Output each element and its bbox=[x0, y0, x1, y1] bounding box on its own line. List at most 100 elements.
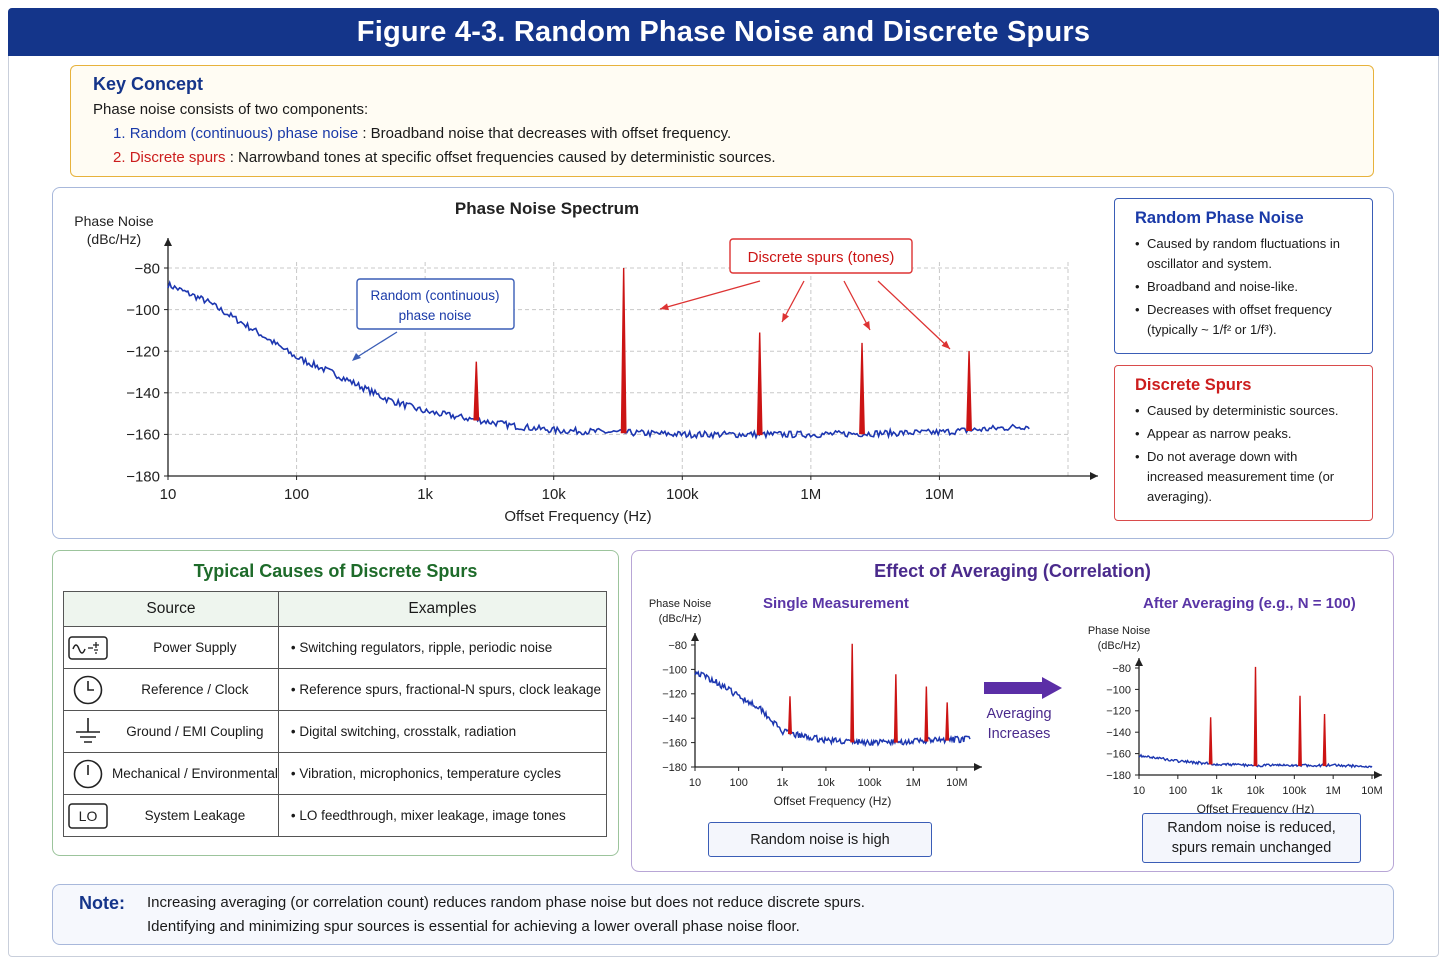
noise-annotation-pointer bbox=[353, 331, 398, 360]
spur-peak bbox=[756, 332, 763, 436]
y-tick-label: −100 bbox=[662, 664, 687, 676]
y-tick-label: −160 bbox=[1106, 748, 1131, 760]
source-name: Reference / Clock bbox=[141, 682, 249, 697]
y-tick-label: −180 bbox=[126, 468, 160, 485]
discrete-spurs-point: Caused by deterministic sources. bbox=[1135, 401, 1356, 421]
lo-icon: LO bbox=[64, 802, 112, 829]
key-item-term: Discrete spurs bbox=[129, 149, 226, 166]
spur-annotation-pointer bbox=[877, 280, 951, 350]
power-supply-icon bbox=[64, 635, 112, 660]
y-tick-label: −140 bbox=[1106, 727, 1131, 739]
x-tick-label: 10M bbox=[925, 486, 954, 503]
spur-annotation-pointer bbox=[843, 280, 871, 331]
source-example: Switching regulators, ripple, periodic n… bbox=[277, 626, 608, 669]
x-tick-label: 100 bbox=[284, 486, 309, 503]
source-example: Vibration, microphonics, temperature cyc… bbox=[277, 752, 608, 795]
key-concept-box: Key Concept Phase noise consists of two … bbox=[70, 65, 1374, 177]
causes-table: Source Examples Power Supply Switching r… bbox=[63, 591, 608, 837]
causes-title: Typical Causes of Discrete Spurs bbox=[193, 561, 478, 581]
y-tick-label: −80 bbox=[668, 640, 687, 652]
y-tick-label: −140 bbox=[126, 385, 160, 402]
spur-annotation-pointer bbox=[659, 280, 761, 310]
y-tick-label: −120 bbox=[1106, 706, 1131, 718]
x-tick-label: 1k bbox=[417, 486, 433, 503]
x-tick-label: 100k bbox=[666, 486, 699, 503]
x-axis-arrow bbox=[1374, 771, 1382, 779]
x-tick-label: 10k bbox=[1247, 785, 1265, 797]
spur-annotation-arrowhead bbox=[782, 313, 790, 322]
source-name: System Leakage bbox=[144, 808, 246, 823]
spur-peak bbox=[620, 267, 627, 434]
discrete-spurs-box: Discrete Spurs Caused by deterministic s… bbox=[1114, 365, 1373, 521]
y-tick-label: −80 bbox=[135, 260, 160, 277]
spur-peak bbox=[924, 686, 929, 742]
y-tick-label: −180 bbox=[662, 762, 687, 774]
clock-icon bbox=[64, 674, 112, 706]
key-item-term: Random (continuous) phase noise bbox=[129, 125, 359, 142]
after-result-box: Random noise is reduced, spurs remain un… bbox=[1142, 813, 1361, 863]
noise-annotation-arrowhead bbox=[352, 353, 361, 361]
x-tick-label: 10 bbox=[689, 777, 701, 789]
y-tick-label: −160 bbox=[126, 427, 160, 444]
noise-curve bbox=[167, 279, 1030, 440]
spur-peak bbox=[893, 674, 898, 743]
key-item-number: 2. bbox=[113, 149, 126, 166]
after-averaging-title: After Averaging (e.g., N = 100) bbox=[1143, 595, 1356, 612]
averaging-arrow-icon bbox=[984, 677, 1062, 699]
noise-annotation-label: Random (continuous) bbox=[370, 288, 499, 303]
spur-peak bbox=[787, 696, 792, 735]
note-box: Note: Increasing averaging (or correlati… bbox=[52, 884, 1394, 945]
noise-annotation-label: phase noise bbox=[399, 308, 472, 323]
averaging-arrow-label-line: Averaging bbox=[986, 706, 1052, 722]
spur-annotation-arrowhead bbox=[863, 321, 870, 330]
single-measurement-title: Single Measurement bbox=[763, 595, 909, 612]
spur-peak bbox=[1253, 666, 1258, 767]
ground-icon bbox=[64, 716, 112, 748]
spur-peak bbox=[1322, 713, 1327, 767]
noise-curve bbox=[694, 670, 971, 748]
table-row: Mechanical / Environmental Vibration, mi… bbox=[63, 752, 608, 795]
y-axis-label: (dBc/Hz) bbox=[1098, 640, 1141, 652]
spectrum-title: Phase Noise Spectrum bbox=[455, 199, 639, 218]
y-tick-label: −120 bbox=[126, 343, 160, 360]
x-axis-label: Offset Frequency (Hz) bbox=[504, 508, 651, 525]
causes-panel: Typical Causes of Discrete Spurs Source … bbox=[52, 550, 619, 856]
random-noise-box: Random Phase Noise Caused by random fluc… bbox=[1114, 198, 1373, 354]
spur-peak bbox=[1298, 695, 1302, 767]
after-result-line: spurs remain unchanged bbox=[1171, 840, 1332, 856]
y-tick-label: −180 bbox=[1106, 770, 1131, 782]
y-tick-label: −80 bbox=[1112, 663, 1131, 675]
key-concept-item-2: 2. Discrete spurs : Narrowband tones at … bbox=[113, 149, 1351, 166]
spur-peak bbox=[1208, 717, 1213, 765]
x-tick-label: 1M bbox=[906, 777, 921, 789]
x-tick-label: 10M bbox=[946, 777, 967, 789]
source-name: Ground / EMI Coupling bbox=[126, 724, 264, 739]
spur-peak bbox=[966, 351, 972, 431]
figure-title: Figure 4-3. Random Phase Noise and Discr… bbox=[8, 8, 1439, 56]
averaging-arrow-label: Averaging Increases bbox=[974, 704, 1064, 744]
note-line: Increasing averaging (or correlation cou… bbox=[147, 894, 865, 911]
spur-annotation-label: Discrete spurs (tones) bbox=[748, 249, 895, 266]
x-tick-label: 1k bbox=[1211, 785, 1223, 797]
x-axis-label: Offset Frequency (Hz) bbox=[1197, 802, 1315, 813]
key-item-desc: : Narrowband tones at specific offset fr… bbox=[229, 149, 776, 166]
y-axis-label: (dBc/Hz) bbox=[87, 231, 141, 247]
x-tick-label: 100 bbox=[1169, 785, 1187, 797]
single-result-box: Random noise is high bbox=[708, 822, 932, 857]
y-tick-label: −120 bbox=[662, 689, 687, 701]
table-row: Reference / Clock Reference spurs, fract… bbox=[63, 668, 608, 711]
x-tick-label: 10 bbox=[1133, 785, 1145, 797]
y-axis-label: (dBc/Hz) bbox=[659, 613, 702, 625]
y-axis-label: Phase Noise bbox=[1088, 625, 1150, 637]
y-tick-label: −160 bbox=[662, 737, 687, 749]
x-tick-label: 10k bbox=[817, 777, 835, 789]
random-noise-title: Random Phase Noise bbox=[1135, 209, 1304, 227]
x-axis-label: Offset Frequency (Hz) bbox=[774, 794, 892, 808]
key-item-desc: : Broadband noise that decreases with of… bbox=[362, 125, 732, 142]
source-example: LO feedthrough, mixer leakage, image ton… bbox=[277, 794, 608, 837]
x-tick-label: 100k bbox=[1282, 785, 1306, 797]
averaging-title: Effect of Averaging (Correlation) bbox=[874, 561, 1151, 581]
clock-icon bbox=[64, 758, 112, 790]
